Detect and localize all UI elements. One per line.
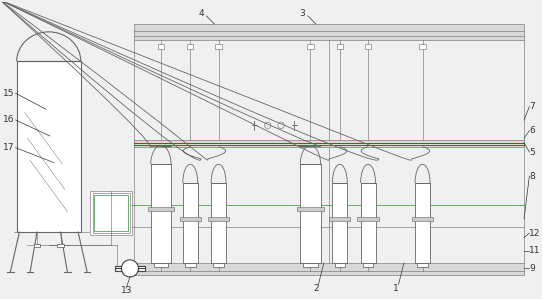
Text: 3: 3 [300,9,306,18]
Bar [420,44,426,49]
Bar [357,217,379,221]
Bar [179,217,201,221]
Text: 17: 17 [3,143,15,152]
Bar [138,266,145,271]
Text: 7: 7 [530,102,535,111]
Bar [360,183,376,263]
Bar [134,140,524,147]
Bar [300,164,320,263]
Bar [304,263,318,267]
Text: 9: 9 [530,264,535,273]
Bar [417,263,428,267]
Text: 11: 11 [530,246,541,255]
Bar [215,44,222,49]
Bar [158,44,164,49]
Bar [185,263,196,267]
Bar [134,24,524,40]
Bar [115,266,121,271]
Text: 15: 15 [3,89,15,98]
Text: 12: 12 [530,229,541,238]
Bar [329,217,351,221]
Bar [94,195,128,231]
Bar [151,164,171,263]
Text: 1: 1 [393,284,399,293]
Bar [183,183,198,263]
Bar [17,61,81,232]
Bar [147,207,174,211]
Bar [337,44,343,49]
Bar [93,193,130,233]
Bar [297,207,324,211]
Bar [363,263,373,267]
Bar [307,44,314,49]
Bar [365,44,371,49]
Text: 13: 13 [121,286,132,295]
Bar [154,263,168,267]
Bar [332,183,347,263]
Bar [208,217,229,221]
Text: 5: 5 [530,147,535,156]
Text: 6: 6 [530,126,535,135]
Circle shape [121,260,138,277]
Bar [412,217,433,221]
Text: 16: 16 [3,115,15,124]
Text: 8: 8 [530,172,535,181]
Bar [34,244,40,247]
Bar [334,263,345,267]
Bar [91,191,132,235]
Text: 4: 4 [198,9,204,18]
Bar [57,244,64,247]
Bar [134,263,524,275]
Text: 2: 2 [313,284,319,293]
Bar [187,44,193,49]
Bar [214,263,224,267]
Bar [415,183,430,263]
Bar [211,183,226,263]
